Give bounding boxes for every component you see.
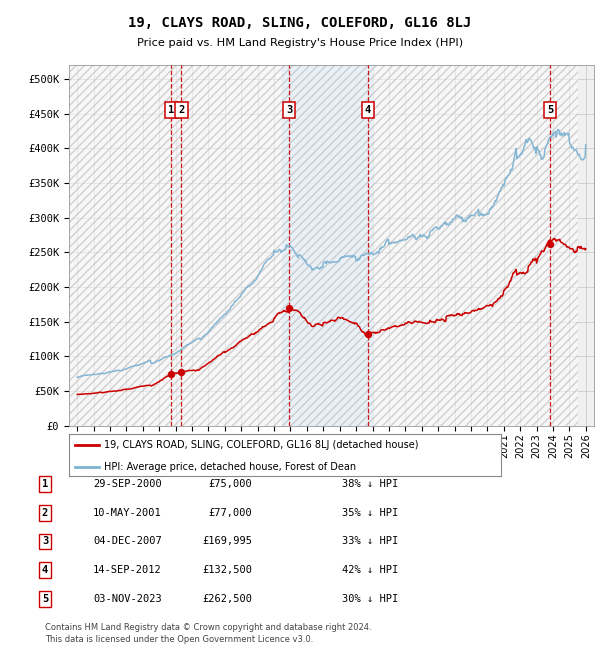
Text: 2: 2 xyxy=(178,105,185,115)
Text: £132,500: £132,500 xyxy=(202,565,252,575)
Text: Contains HM Land Registry data © Crown copyright and database right 2024.
This d: Contains HM Land Registry data © Crown c… xyxy=(45,623,371,644)
Text: HPI: Average price, detached house, Forest of Dean: HPI: Average price, detached house, Fore… xyxy=(104,462,356,471)
Text: £77,000: £77,000 xyxy=(208,508,252,518)
Point xyxy=(284,303,294,313)
Point xyxy=(545,239,555,249)
Text: 38% ↓ HPI: 38% ↓ HPI xyxy=(342,479,398,489)
Text: £75,000: £75,000 xyxy=(208,479,252,489)
Text: 4: 4 xyxy=(365,105,371,115)
Text: 04-DEC-2007: 04-DEC-2007 xyxy=(93,536,162,547)
Text: £169,995: £169,995 xyxy=(202,536,252,547)
Text: 19, CLAYS ROAD, SLING, COLEFORD, GL16 8LJ (detached house): 19, CLAYS ROAD, SLING, COLEFORD, GL16 8L… xyxy=(104,441,418,450)
Point xyxy=(363,329,373,339)
Text: 29-SEP-2000: 29-SEP-2000 xyxy=(93,479,162,489)
Text: 1: 1 xyxy=(42,479,48,489)
Text: 19, CLAYS ROAD, SLING, COLEFORD, GL16 8LJ: 19, CLAYS ROAD, SLING, COLEFORD, GL16 8L… xyxy=(128,16,472,31)
Text: Price paid vs. HM Land Registry's House Price Index (HPI): Price paid vs. HM Land Registry's House … xyxy=(137,38,463,47)
Text: 10-MAY-2001: 10-MAY-2001 xyxy=(93,508,162,518)
Text: 35% ↓ HPI: 35% ↓ HPI xyxy=(342,508,398,518)
Text: 33% ↓ HPI: 33% ↓ HPI xyxy=(342,536,398,547)
Text: £262,500: £262,500 xyxy=(202,593,252,604)
Text: 03-NOV-2023: 03-NOV-2023 xyxy=(93,593,162,604)
Point xyxy=(176,367,186,378)
Text: 30% ↓ HPI: 30% ↓ HPI xyxy=(342,593,398,604)
Text: 1: 1 xyxy=(169,105,175,115)
Text: 42% ↓ HPI: 42% ↓ HPI xyxy=(342,565,398,575)
Text: 3: 3 xyxy=(42,536,48,547)
Text: 14-SEP-2012: 14-SEP-2012 xyxy=(93,565,162,575)
Text: 5: 5 xyxy=(42,593,48,604)
Text: 2: 2 xyxy=(42,508,48,518)
Text: 5: 5 xyxy=(547,105,553,115)
Text: 3: 3 xyxy=(286,105,292,115)
Bar xyxy=(282,65,371,426)
Point xyxy=(167,369,176,379)
Text: 4: 4 xyxy=(42,565,48,575)
